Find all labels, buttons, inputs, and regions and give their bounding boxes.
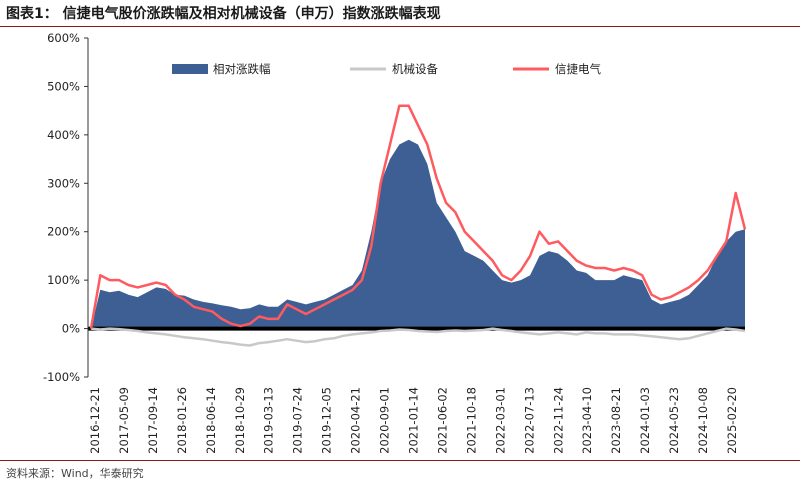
x-tick-label: 2022-03-01 (493, 387, 507, 454)
x-tick-label: 2021-10-18 (464, 387, 478, 454)
x-tick-label: 2017-09-14 (146, 387, 160, 454)
legend: 相对涨跌幅 机械设备 信捷电气 (172, 62, 601, 76)
x-tick-label: 2018-01-26 (175, 387, 189, 454)
x-tick-label: 2021-06-02 (436, 387, 450, 454)
y-tick-label: 500% (47, 79, 80, 93)
x-tick-label: 2018-10-29 (233, 387, 247, 454)
legend-swatch-relative (172, 64, 208, 74)
x-tick-label: 2016-12-21 (88, 387, 102, 454)
y-tick-label: 100% (47, 273, 80, 287)
y-tick-label: 600% (47, 31, 80, 45)
y-tick-label: 0% (62, 322, 80, 336)
y-tick-label: -100% (43, 370, 80, 384)
relative-area (91, 139, 745, 329)
title-divider (0, 26, 800, 27)
relative-area-layer (91, 139, 745, 329)
x-tick-label: 2025-02-20 (725, 387, 739, 454)
x-tick-label: 2021-01-14 (407, 387, 421, 454)
x-tick-label: 2020-09-01 (378, 387, 392, 454)
x-tick-group: 2016-12-21 2017-05-09 2017-09-14 2018-01-26… (88, 387, 739, 454)
x-tick-label: 2023-08-21 (609, 387, 623, 454)
legend-label-machinery: 机械设备 (392, 62, 438, 76)
machinery-line (90, 327, 746, 347)
x-tick-label: 2024-01-03 (638, 387, 652, 454)
y-tick-label: 300% (47, 176, 80, 190)
legend-label-relative: 相对涨跌幅 (213, 62, 271, 76)
x-tick-label: 2023-04-10 (580, 387, 594, 454)
x-tick-label: 2020-04-21 (349, 387, 363, 454)
source-divider (0, 460, 800, 461)
x-tick-label: 2018-06-14 (204, 387, 218, 454)
xinjie-line (89, 104, 747, 329)
x-tick-label: 2019-12-05 (320, 387, 334, 454)
source-note: 资料来源：Wind，华泰研究 (6, 467, 144, 480)
x-tick-label: 2017-05-09 (117, 387, 131, 454)
line-layer (89, 104, 747, 347)
legend-label-xinjie: 信捷电气 (555, 62, 601, 76)
chart: -100% 0% 100% 200% 300% 400% 500% 600% 2016-12-… (43, 31, 747, 454)
x-tick-label: 2019-07-24 (291, 387, 305, 454)
y-tick-label: 200% (47, 225, 80, 239)
x-tick-label: 2019-03-13 (262, 387, 276, 454)
y-tick-group: -100% 0% 100% 200% 300% 400% 500% 600% (43, 31, 88, 384)
x-tick-label: 2022-07-13 (522, 387, 536, 454)
x-tick-label: 2024-10-08 (696, 387, 710, 454)
y-tick-label: 400% (47, 128, 80, 142)
x-tick-label: 2024-05-23 (667, 387, 681, 454)
x-tick-label: 2022-11-24 (551, 387, 565, 454)
figure-title: 图表1： 信捷电气股价涨跌幅及相对机械设备（申万）指数涨跌幅表现 (6, 6, 441, 22)
